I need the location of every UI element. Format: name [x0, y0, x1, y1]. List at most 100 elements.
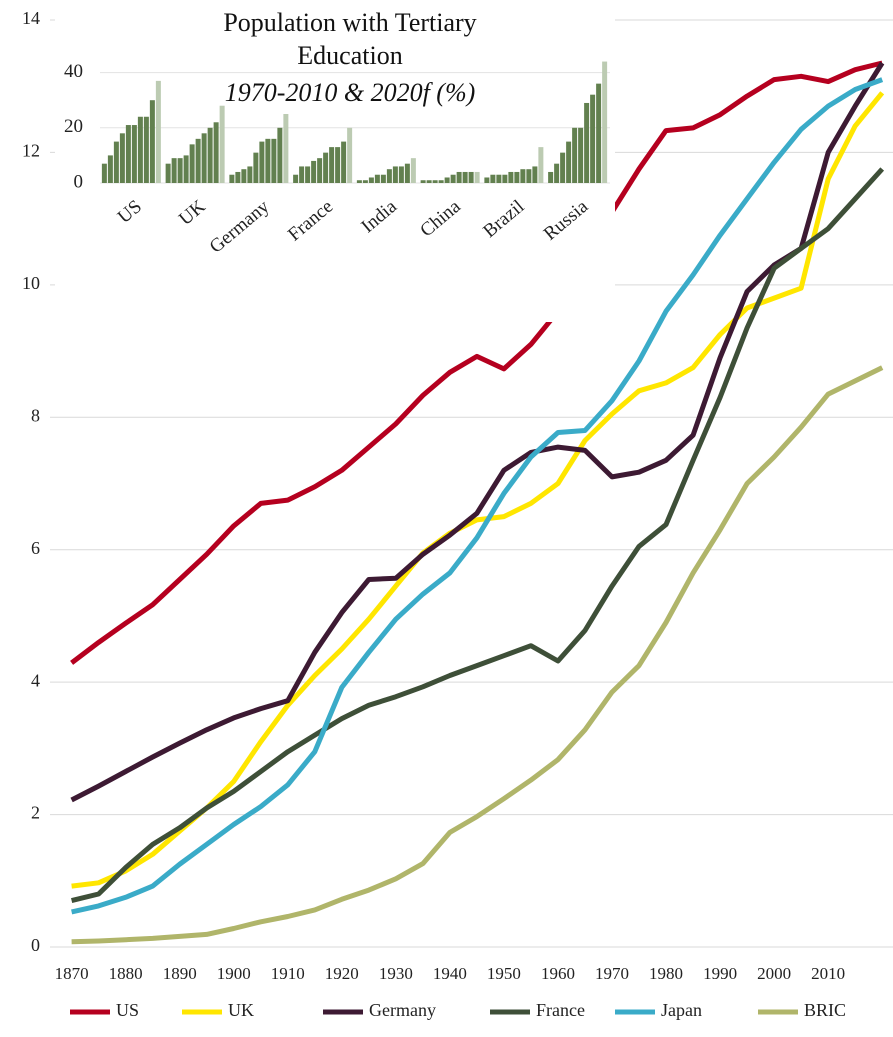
line-series [70, 61, 885, 803]
bar [137, 116, 143, 183]
bar [362, 180, 368, 183]
bar [271, 138, 277, 183]
bar [125, 125, 131, 183]
legend-label: US [116, 1000, 139, 1020]
x-tick-label: 1920 [325, 964, 359, 983]
bar [502, 174, 508, 183]
y-tick-label: 8 [31, 405, 40, 425]
bar [283, 114, 289, 183]
legend-label: Germany [369, 1000, 436, 1020]
bar [171, 158, 177, 183]
bar [107, 155, 113, 183]
bar [404, 163, 410, 183]
y-tick-label: 4 [31, 670, 40, 690]
x-tick-label: 1990 [703, 964, 737, 983]
bar [155, 80, 161, 183]
bar [596, 83, 602, 183]
x-tick-label: 1950 [487, 964, 521, 983]
bar [450, 174, 456, 183]
bar [347, 127, 353, 183]
bar [432, 180, 438, 183]
x-tick-label: Germany [206, 196, 274, 258]
bar [566, 141, 572, 183]
bar [335, 147, 341, 183]
bar [560, 152, 566, 183]
bar [554, 163, 560, 183]
bar [438, 180, 444, 183]
bar [299, 166, 305, 183]
bar [508, 171, 514, 183]
bar [149, 100, 155, 183]
bar [183, 155, 189, 183]
line-series [71, 167, 885, 904]
bar [213, 122, 219, 183]
bar [356, 180, 362, 183]
inset-title: Population with Tertiary Education [223, 8, 477, 70]
bar [420, 180, 426, 183]
bar [143, 116, 149, 183]
bar [368, 177, 374, 183]
x-tick-label: 1910 [271, 964, 305, 983]
bar [277, 127, 283, 183]
bar [241, 169, 247, 183]
bar [572, 127, 578, 183]
bar [101, 163, 107, 183]
bar [195, 138, 201, 183]
x-tick-label: US [114, 196, 146, 228]
legend-label: France [536, 1000, 585, 1020]
y-tick-label: 0 [31, 935, 40, 955]
line-series [71, 77, 884, 915]
bar [235, 171, 241, 183]
bar [462, 171, 468, 183]
bar [165, 163, 171, 183]
x-tick-label: China [416, 196, 465, 242]
x-tick-label: 1880 [109, 964, 143, 983]
bar [532, 166, 538, 183]
x-tick-label: 1970 [595, 964, 629, 983]
y-tick-label: 20 [64, 116, 83, 137]
bar [398, 166, 404, 183]
y-tick-label: 2 [31, 803, 40, 823]
bar [259, 141, 265, 183]
bar [496, 174, 502, 183]
bar [526, 169, 532, 183]
bar [253, 152, 259, 183]
y-tick-label: 10 [22, 273, 40, 293]
bar [584, 102, 590, 183]
bar [229, 174, 235, 183]
y-tick-label: 40 [64, 61, 83, 82]
bar [305, 166, 311, 183]
x-tick-label: 1890 [163, 964, 197, 983]
y-tick-label: 14 [22, 8, 40, 28]
inset-chart: 0 20 40 US UK Germany France India China Brazil Ru… [55, 0, 615, 322]
bar [490, 174, 496, 183]
bar [426, 180, 432, 183]
x-tick-label: 1930 [379, 964, 413, 983]
x-tick-label: 1870 [55, 964, 89, 983]
x-tick-label: France [284, 196, 337, 245]
bar [520, 169, 526, 183]
x-tick-label: 1900 [217, 964, 251, 983]
bar [247, 166, 253, 183]
bar [380, 174, 386, 183]
bar [514, 171, 520, 183]
line-series [70, 60, 883, 665]
bar [474, 171, 480, 183]
bar [131, 125, 137, 183]
x-tick-label: 1980 [649, 964, 683, 983]
bar [219, 105, 225, 183]
bar [317, 158, 323, 183]
bar [410, 158, 416, 183]
bar [468, 171, 474, 183]
x-tick-label: UK [175, 196, 210, 230]
bar [201, 133, 207, 183]
line-series [71, 365, 884, 945]
bar [538, 147, 544, 183]
bar [329, 147, 335, 183]
legend-label: Japan [661, 1000, 702, 1020]
legend-label: UK [228, 1000, 254, 1020]
bar [265, 138, 271, 183]
bar [311, 160, 317, 183]
